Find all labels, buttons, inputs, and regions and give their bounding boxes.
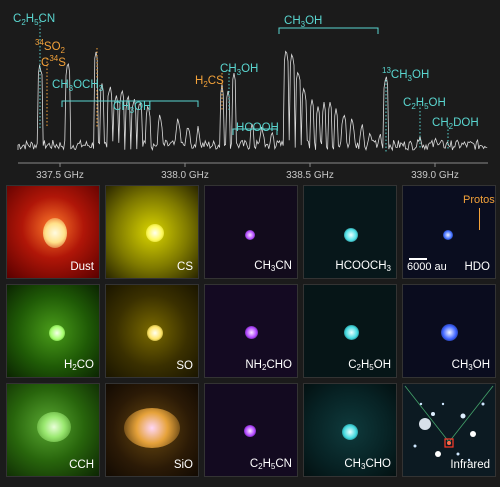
panel-ch3cho: CH3CHO [303,383,397,477]
panel-label: Infrared [450,459,490,471]
emission-blob [124,408,180,448]
panel-label: C2H5CN [249,458,292,471]
panel-label: NH2CHO [245,359,292,372]
panel-label: CH3CHO [344,458,391,471]
spectral-line-label: HCOOH [236,122,279,134]
emission-blob [49,325,65,341]
panel-label: CCH [69,459,94,471]
tick-label: 338.5 GHz [286,170,334,181]
emission-blob [37,412,71,442]
emission-blob [146,224,164,242]
panel-infrared: Infrared [402,383,496,477]
panel-hcooch3: HCOOCH3 [303,185,397,279]
line-bracket [61,100,199,107]
infrared-starfield [404,385,494,462]
panel-nh2cho: NH2CHO [204,284,298,378]
emission-blob [245,230,255,240]
spectral-line-label: CH3OH [220,63,258,77]
emission-blob [245,326,258,339]
protostar-label: Protostar [463,194,495,206]
frequency-ticks: 337.5 GHz 338.0 GHz 338.5 GHz 339.0 GHz [36,163,459,181]
panel-cs: CS [105,185,199,279]
panel-dust: Dust [6,185,100,279]
tick-label: 339.0 GHz [411,170,459,181]
protostar-pointer [479,208,480,230]
spectral-line-label: H2CS [195,75,224,89]
emission-blob [441,324,458,341]
scale-label: 6000 au [407,261,447,273]
molecule-map-grid: Dust CS CH3CN HCOOCH3 Protostar 6000 au … [6,185,496,481]
panel-label: CH3OH [451,359,490,372]
spectral-line-label: CH3OH [284,15,322,29]
panel-label: Dust [70,261,94,273]
emission-blob [342,424,358,440]
spectral-line-label: CH3OH [113,101,151,115]
emission-blob [147,325,163,341]
spectral-line-label: 34SO2 [35,38,66,55]
spectrum-trace [17,50,488,152]
emission-blob [43,218,67,248]
panel-c2h5oh: C2H5OH [303,284,397,378]
line-labels: C2H5CNC34S34SO2CH3OCH3CH3OHH2CSCH3OHHCOO… [13,13,479,134]
panel-label: SO [176,360,193,372]
emission-blob [344,228,358,242]
panel-hdo: Protostar 6000 au HDO [402,185,496,279]
panel-so: SO [105,284,199,378]
spectral-line-label: CH2DOH [432,117,479,131]
line-bracket [232,128,278,135]
emission-blob [443,230,453,240]
spectral-line-label: C2H5OH [403,97,446,111]
panel-label: C2H5OH [348,359,391,372]
spectrum-trace-group [17,50,488,152]
panel-label: HCOOCH3 [335,260,391,273]
panel-c2h5cn: C2H5CN [204,383,298,477]
spectral-line-label: C34S [41,54,66,69]
line-markers [39,18,449,152]
panel-h2co: H2CO [6,284,100,378]
spectrum-plot: 337.5 GHz 338.0 GHz 338.5 GHz 339.0 GHz C2H… [13,13,488,181]
panel-cch: CCH [6,383,100,477]
emission-blob [244,425,256,437]
spectral-line-label: CH3OCH3 [52,79,104,93]
panel-label: H2CO [63,359,94,372]
panel-label: CS [177,261,193,273]
spectral-line-label: C2H5CN [13,13,55,27]
line-bracket [278,27,379,34]
panel-ch3cn: CH3CN [204,185,298,279]
tick-label: 337.5 GHz [36,170,84,181]
emission-blob [344,325,359,340]
scale-bar [409,258,427,260]
panel-label: CH3CN [254,260,292,273]
panel-label: HDO [464,261,490,273]
tick-label: 338.0 GHz [161,170,209,181]
panel-sio: SiO [105,383,199,477]
panel-ch3oh: CH3OH [402,284,496,378]
spectral-line-label: 13CH3OH [382,66,429,83]
panel-label: SiO [173,459,193,471]
